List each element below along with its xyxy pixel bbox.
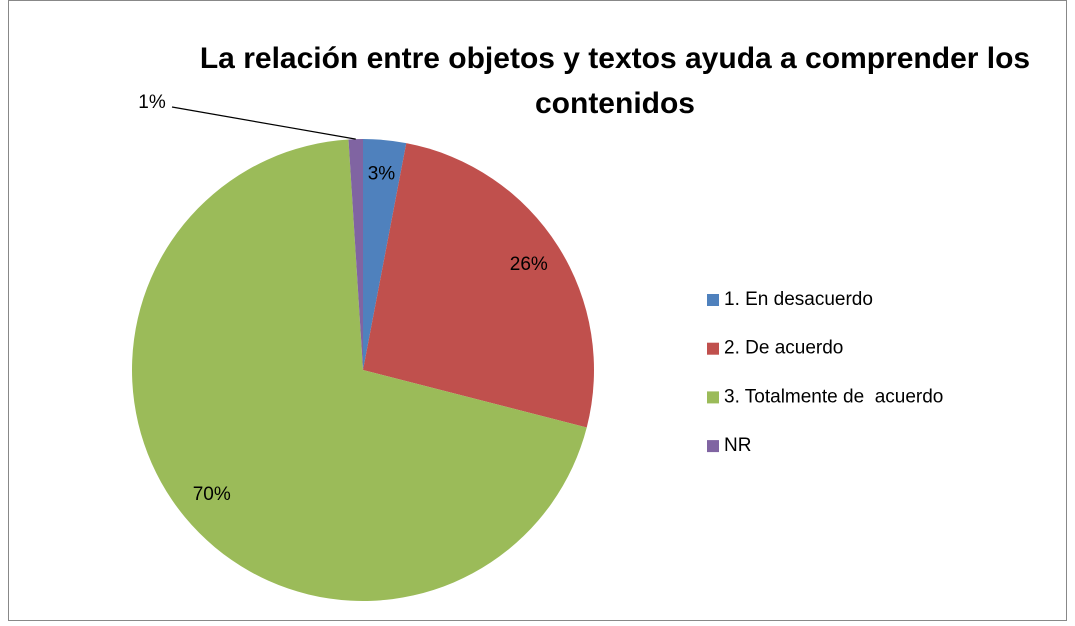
- legend-label: 2. De acuerdo: [724, 338, 843, 359]
- chart-title: La relación entre objetos y textos ayuda…: [199, 42, 1039, 120]
- legend-swatch: [707, 342, 719, 355]
- pie-slice: [363, 139, 407, 370]
- pie-slice: [363, 143, 595, 428]
- leader-line: [171, 106, 356, 140]
- legend-swatch: [707, 440, 719, 453]
- legend-swatch: [707, 391, 719, 404]
- data-label: 26%: [510, 254, 548, 275]
- data-label: 1%: [138, 92, 166, 113]
- legend-label: NR: [724, 435, 751, 456]
- legend-label: 3. Totalmente de acuerdo: [724, 386, 943, 407]
- legend-label: 1. En desacuerdo: [724, 289, 873, 310]
- pie-slice: [132, 139, 587, 602]
- data-label: 70%: [193, 484, 231, 505]
- pie-slice: [348, 139, 363, 370]
- data-label: 3%: [368, 164, 396, 185]
- legend-swatch: [707, 294, 719, 306]
